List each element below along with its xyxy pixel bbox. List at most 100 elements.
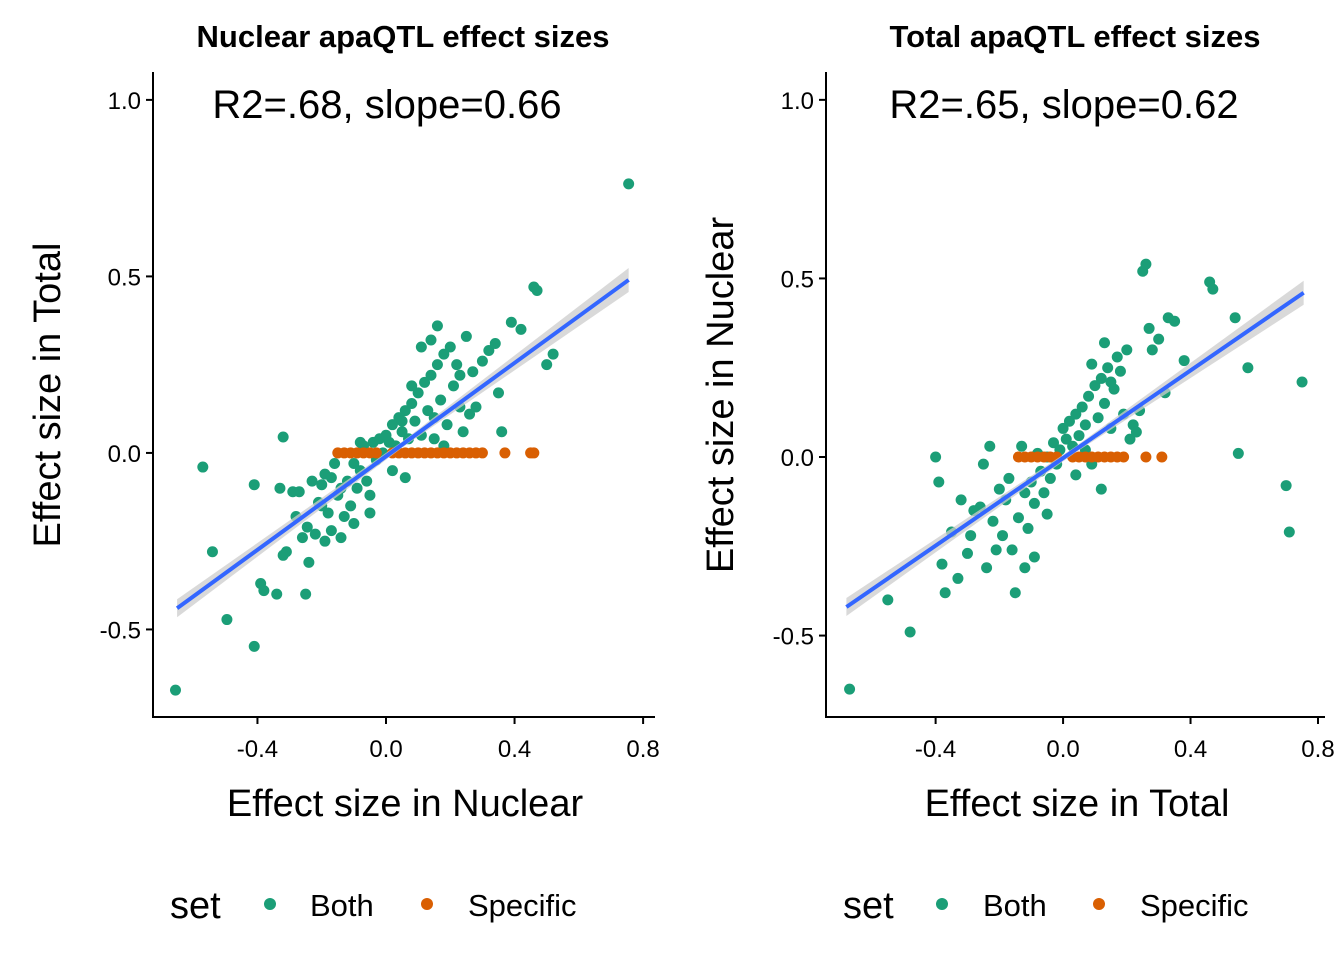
data-point xyxy=(316,479,328,491)
series-specific xyxy=(332,447,540,459)
data-point xyxy=(348,458,360,470)
data-point xyxy=(1111,351,1123,363)
data-point xyxy=(965,530,977,542)
data-point xyxy=(335,532,347,544)
data-point xyxy=(248,479,260,491)
data-point xyxy=(492,387,504,399)
legend-label-specific: Specific xyxy=(468,888,577,923)
data-point xyxy=(1012,512,1024,524)
data-point xyxy=(882,594,894,606)
data-point xyxy=(274,482,286,494)
data-point xyxy=(936,558,948,570)
data-point xyxy=(1130,426,1142,438)
data-point xyxy=(467,366,479,378)
data-point xyxy=(499,447,511,459)
y-tick-label: 0.5 xyxy=(108,264,141,291)
x-tick-label: -0.4 xyxy=(915,736,956,763)
data-point xyxy=(1121,344,1133,356)
legend-title: set xyxy=(843,885,894,927)
data-point xyxy=(1143,322,1155,334)
regression-line xyxy=(175,278,630,610)
data-point xyxy=(296,532,308,544)
data-point xyxy=(1207,283,1219,295)
data-point xyxy=(1118,451,1130,463)
data-point xyxy=(1041,508,1053,520)
data-point xyxy=(348,518,360,530)
legend-key-both xyxy=(264,898,276,910)
data-point xyxy=(1028,551,1040,563)
data-point xyxy=(303,556,315,568)
data-point xyxy=(1124,433,1136,445)
data-point xyxy=(476,355,488,367)
data-point xyxy=(1086,358,1098,370)
data-point xyxy=(933,476,945,488)
data-point xyxy=(306,475,318,487)
data-point xyxy=(1102,362,1114,374)
data-point xyxy=(464,408,476,420)
panel-nuclear: Nuclear apaQTL effect sizes -0.4 0.0 0.4 0.… xyxy=(27,19,660,825)
data-point xyxy=(386,419,398,431)
data-point xyxy=(981,562,993,574)
data-point xyxy=(990,544,1002,556)
y-tick-label: 1.0 xyxy=(781,88,814,115)
data-point xyxy=(422,405,434,417)
data-point xyxy=(1070,469,1082,481)
series-both xyxy=(169,178,635,696)
panel-title: Nuclear apaQTL effect sizes xyxy=(197,19,610,54)
y-tick-label: -0.5 xyxy=(773,624,814,651)
data-point xyxy=(287,486,299,498)
data-point xyxy=(1057,422,1069,434)
data-point xyxy=(431,320,443,332)
x-tick-label: 0.4 xyxy=(1174,736,1207,763)
legend-key-specific xyxy=(1093,898,1105,910)
data-point xyxy=(386,465,398,477)
x-tick-label: 0.0 xyxy=(1046,736,1079,763)
plot-area: -0.4 0.0 0.4 0.8 -0.5 0.0 0.5 1.0 xyxy=(100,72,660,763)
legend-key-both xyxy=(936,898,948,910)
y-tick-label: -0.5 xyxy=(100,617,141,644)
data-point xyxy=(476,447,488,459)
data-point xyxy=(300,588,312,600)
data-point xyxy=(470,401,482,413)
data-point xyxy=(1016,440,1028,452)
legend-label-both: Both xyxy=(310,888,374,923)
x-axis-label: Effect size in Total xyxy=(925,783,1230,825)
data-point xyxy=(425,334,437,346)
data-point xyxy=(489,337,501,349)
data-point xyxy=(623,178,635,190)
legend-key-specific xyxy=(421,898,433,910)
data-point xyxy=(1060,433,1072,445)
data-point xyxy=(1153,333,1165,345)
x-tick-label: 0.8 xyxy=(1301,736,1334,763)
data-point xyxy=(438,348,450,360)
data-point xyxy=(258,585,270,597)
x-tick-label: 0.8 xyxy=(626,736,659,763)
data-point xyxy=(364,489,376,501)
data-point xyxy=(444,341,456,353)
data-point xyxy=(301,521,313,533)
data-point xyxy=(961,547,973,559)
data-point xyxy=(1028,497,1040,509)
data-point xyxy=(1089,380,1101,392)
y-tick-label: 1.0 xyxy=(108,88,141,115)
data-point xyxy=(319,535,331,547)
data-point xyxy=(1092,412,1104,424)
data-point xyxy=(435,394,447,406)
data-point xyxy=(431,359,443,371)
data-point xyxy=(1098,397,1110,409)
data-point xyxy=(329,458,341,470)
data-point xyxy=(1048,437,1060,449)
data-point xyxy=(1003,472,1015,484)
data-point xyxy=(425,369,437,381)
data-point xyxy=(1140,258,1152,270)
y-tick-label: 0.5 xyxy=(781,266,814,293)
data-point xyxy=(309,528,321,540)
panel-title: Total apaQTL effect sizes xyxy=(890,19,1261,54)
legend: set Both Specific xyxy=(843,885,1249,927)
stats-annotation: R2=.65, slope=0.62 xyxy=(889,83,1238,127)
data-point xyxy=(447,380,459,392)
data-point xyxy=(169,684,181,696)
plot-area: -0.4 0.0 0.4 0.8 -0.5 0.0 0.5 1.0 xyxy=(773,72,1335,763)
data-point xyxy=(1073,430,1085,442)
data-point xyxy=(441,419,453,431)
